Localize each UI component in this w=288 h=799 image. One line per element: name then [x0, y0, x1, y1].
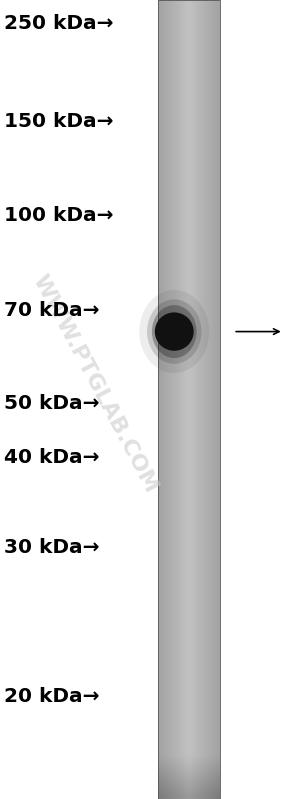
Ellipse shape	[155, 312, 194, 351]
Ellipse shape	[139, 290, 209, 373]
Text: WWW.PTGLAB.COM: WWW.PTGLAB.COM	[29, 271, 161, 496]
Ellipse shape	[152, 305, 197, 358]
Text: 30 kDa→: 30 kDa→	[4, 538, 100, 557]
Text: 20 kDa→: 20 kDa→	[4, 687, 100, 706]
Text: 50 kDa→: 50 kDa→	[4, 394, 100, 413]
Bar	[158, 0, 220, 799]
Text: 150 kDa→: 150 kDa→	[4, 112, 114, 131]
Text: 250 kDa→: 250 kDa→	[4, 14, 114, 34]
Text: 70 kDa→: 70 kDa→	[4, 300, 100, 320]
Text: 100 kDa→: 100 kDa→	[4, 206, 114, 225]
Ellipse shape	[147, 300, 202, 364]
Text: 40 kDa→: 40 kDa→	[4, 447, 100, 467]
